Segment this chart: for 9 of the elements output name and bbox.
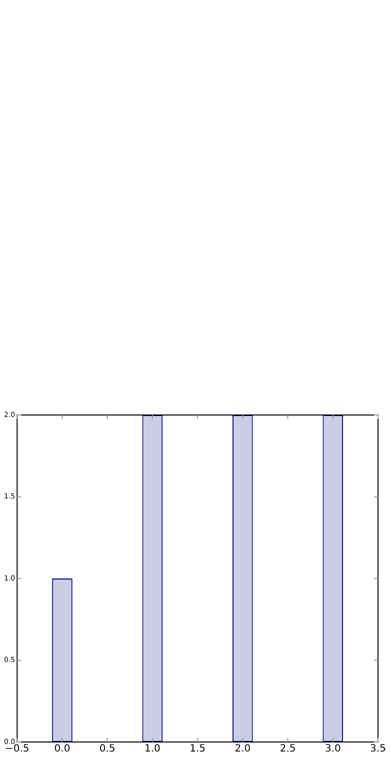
x-tick-label: 1.5 [190,744,206,755]
x-tick-label: 2.0 [234,744,251,755]
x-tick-label: 0.0 [54,744,70,755]
x-tick-label: 3.0 [324,744,341,755]
x-tick-label: 2.5 [280,744,296,755]
x-tick-label: 1.0 [144,744,160,755]
x-tick-label: 3.5 [370,744,386,755]
x-tick-label: −0.5 [4,744,30,755]
x-tick-label: 0.5 [99,744,116,755]
